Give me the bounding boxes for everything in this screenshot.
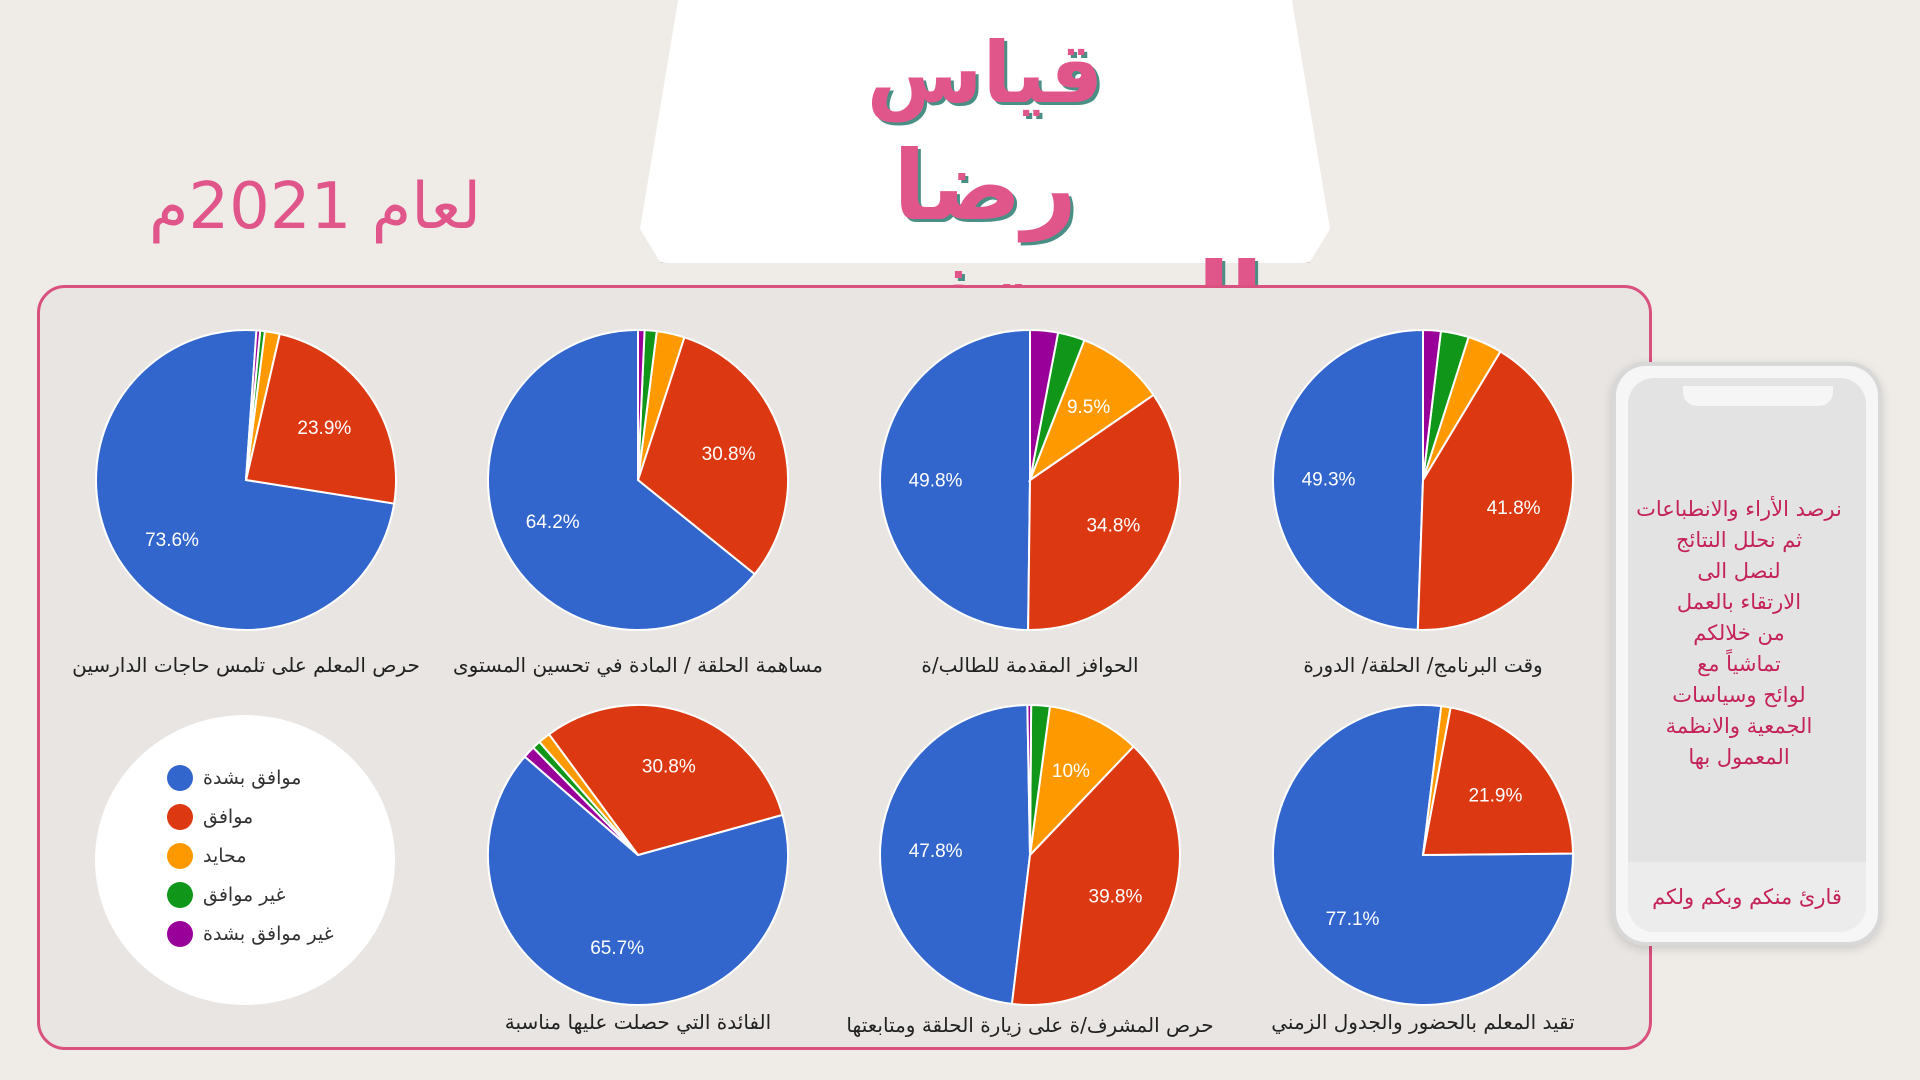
phone-notch xyxy=(1683,386,1833,406)
pie-slice xyxy=(245,329,262,481)
legend-dot-icon xyxy=(167,882,193,908)
pie-slice-label: 65.7% xyxy=(590,938,644,959)
pie-slice-label: 21.9% xyxy=(1468,785,1522,806)
pie-chart-label: وقت البرنامج/ الحلقة/ الدورة xyxy=(1303,653,1543,677)
pie-slice xyxy=(1029,328,1060,481)
pie-chart-label: حرص المشرف/ة على زيارة الحلقة ومتابعتها xyxy=(846,1013,1214,1037)
pie-slice-label: 41.8% xyxy=(1487,498,1541,519)
pie-chart: 73.6% 23.9% xyxy=(95,329,397,631)
pie-slice xyxy=(879,328,1031,632)
pie-slice xyxy=(1422,705,1452,856)
pie-slice xyxy=(1026,704,1033,856)
year-subtitle: لعام 2021م xyxy=(148,170,482,244)
pie-chart-label: حرص المعلم على تلمس حاجات الدارسين xyxy=(72,653,420,677)
pie-slice xyxy=(244,332,397,505)
pie-slice-label: 39.8% xyxy=(1089,886,1143,907)
legend-label: غير موافق xyxy=(203,884,286,906)
phone-message-line: تماشياً مع xyxy=(1697,652,1781,676)
pie-chart-label: مساهمة الحلقة / المادة في تحسين المستوى xyxy=(453,653,823,677)
legend-label: موافق بشدة xyxy=(203,767,302,789)
legend-dot-icon xyxy=(167,765,193,791)
phone-frame: نرصد الأراء والانطباعات ثم نحلل النتائج … xyxy=(1612,362,1882,946)
pie-slice-label: 77.1% xyxy=(1326,909,1380,930)
pie-chart-label: تقيد المعلم بالحضور والجدول الزمني xyxy=(1271,1010,1575,1034)
phone-message-line: ثم نحلل النتائج xyxy=(1675,528,1803,552)
phone-footer-text: قارئ منكم وبكم ولكم xyxy=(1628,862,1866,932)
pie-slice xyxy=(547,704,784,857)
phone-message-line: نرصد الأراء والانطباعات xyxy=(1636,497,1842,521)
pie-slice xyxy=(1027,393,1181,631)
title-banner xyxy=(640,0,1330,263)
legend-item: غير موافق بشدة xyxy=(167,921,334,947)
pie-slice-label: 9.5% xyxy=(1067,397,1110,418)
pie-slice xyxy=(1028,705,1135,858)
pie-slice-label: 64.2% xyxy=(526,512,580,533)
pie-slice-label: 34.8% xyxy=(1086,515,1140,536)
pie-slice xyxy=(637,328,646,481)
pie-slice xyxy=(1010,745,1181,1006)
legend-dot-icon xyxy=(167,843,193,869)
pie-chart: 65.7% 30.8% xyxy=(487,704,789,1006)
pie-chart-label: الحوافز المقدمة للطالب/ة xyxy=(921,653,1139,677)
pie-chart: 49.8% 34.8% 9.5% xyxy=(879,328,1181,632)
pie-slice xyxy=(1027,338,1155,483)
pie-chart-label: الفائدة التي حصلت عليها مناسبة xyxy=(504,1010,772,1034)
phone-message-line: لنصل الى xyxy=(1697,559,1781,583)
phone-message-line: لوائح وسياسات xyxy=(1672,683,1806,707)
pie-slice xyxy=(523,746,639,856)
pie-chart: 64.2% 30.8% xyxy=(487,328,789,631)
phone-message-line: المعمول بها xyxy=(1688,745,1790,769)
pie-slice-label: 30.8% xyxy=(702,444,756,465)
legend-item: موافق xyxy=(167,804,253,830)
pie-slice xyxy=(1272,328,1424,631)
pie-slice-label: 23.9% xyxy=(297,418,351,439)
phone-screen xyxy=(1628,378,1866,930)
pie-slice xyxy=(1421,706,1575,857)
legend-label: محايد xyxy=(203,845,247,867)
pie-slice-label: 49.3% xyxy=(1302,469,1356,490)
legend-dot-icon xyxy=(167,804,193,830)
pie-slice-label: 30.8% xyxy=(642,757,696,778)
legend-dot-icon xyxy=(167,921,193,947)
pie-slice xyxy=(487,755,789,1006)
legend-label: موافق xyxy=(203,806,254,828)
pie-slice-label: 73.6% xyxy=(145,530,199,551)
pie-slice-label: 47.8% xyxy=(909,841,963,862)
pie-chart: 47.8% 39.8% 10% xyxy=(879,703,1181,1006)
pie-slice xyxy=(636,336,789,576)
legend-label: غير موافق بشدة xyxy=(203,923,334,945)
page-title-line1: قياس xyxy=(866,24,1104,122)
phone-message-line: الجمعية والانظمة xyxy=(1665,714,1813,738)
pie-slice-label: 49.8% xyxy=(909,470,963,491)
pie-chart: 49.3% 41.8% xyxy=(1272,328,1574,631)
phone-message: نرصد الأراء والانطباعات ثم نحلل النتائج … xyxy=(1616,494,1862,773)
pie-slice xyxy=(487,328,757,631)
phone-message-line: الارتقاء بالعمل xyxy=(1676,590,1802,614)
pie-slice xyxy=(1422,328,1443,481)
legend-item: محايد xyxy=(167,843,247,869)
legend-item: غير موافق xyxy=(167,882,285,908)
legend: موافق بشدة موافق محايد غير موافق غير موا… xyxy=(95,715,395,1005)
pie-slice-label: 10% xyxy=(1052,761,1090,782)
pie-slice xyxy=(879,704,1032,1006)
pie-slice xyxy=(1416,350,1574,631)
legend-item: موافق بشدة xyxy=(167,765,301,791)
phone-message-line: من خلالكم xyxy=(1693,621,1785,645)
pie-chart: 77.1% 21.9% xyxy=(1272,704,1575,1006)
